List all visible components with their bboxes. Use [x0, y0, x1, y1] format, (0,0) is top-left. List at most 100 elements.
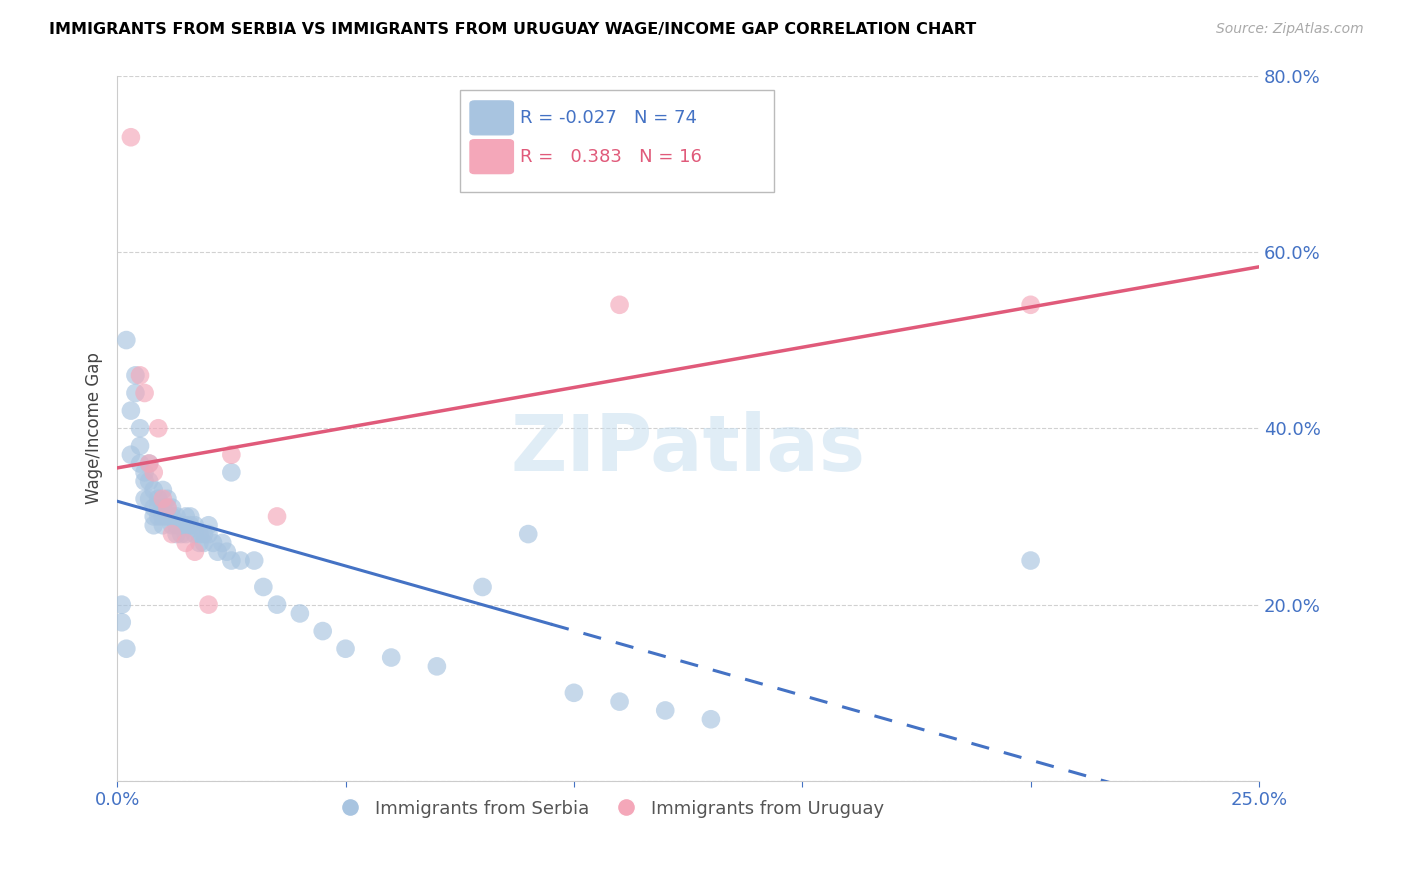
Point — [288, 607, 311, 621]
Point — [380, 650, 402, 665]
Point — [124, 368, 146, 383]
Point — [148, 491, 170, 506]
Point — [148, 509, 170, 524]
Point — [700, 712, 723, 726]
Point — [229, 553, 252, 567]
Point — [156, 509, 179, 524]
Point — [138, 457, 160, 471]
Text: R = -0.027   N = 74: R = -0.027 N = 74 — [520, 109, 697, 127]
Point — [152, 509, 174, 524]
Point — [184, 545, 207, 559]
Point — [160, 518, 183, 533]
Point — [142, 483, 165, 497]
Point — [517, 527, 540, 541]
Point — [188, 527, 211, 541]
Point — [211, 536, 233, 550]
Point — [152, 500, 174, 515]
Point — [138, 491, 160, 506]
Point — [179, 509, 201, 524]
Point — [152, 491, 174, 506]
Point — [335, 641, 357, 656]
Point — [124, 386, 146, 401]
Point — [1019, 553, 1042, 567]
Point — [129, 368, 152, 383]
Point — [215, 545, 238, 559]
Point — [138, 474, 160, 488]
Point — [156, 491, 179, 506]
Point — [609, 695, 631, 709]
Point — [174, 518, 197, 533]
Point — [174, 527, 197, 541]
Point — [115, 641, 138, 656]
Point — [134, 474, 156, 488]
Point — [160, 509, 183, 524]
Point — [129, 457, 152, 471]
Text: ZIPatlas: ZIPatlas — [510, 411, 866, 487]
Point — [197, 527, 219, 541]
Point — [1019, 298, 1042, 312]
FancyBboxPatch shape — [460, 89, 773, 192]
Point — [134, 491, 156, 506]
Point — [221, 553, 243, 567]
Point — [120, 403, 142, 417]
Point — [243, 553, 266, 567]
Point — [252, 580, 274, 594]
Point — [193, 536, 215, 550]
Point — [179, 518, 201, 533]
Point — [312, 624, 335, 638]
Text: R =   0.383   N = 16: R = 0.383 N = 16 — [520, 148, 702, 166]
Point — [221, 466, 243, 480]
Text: Source: ZipAtlas.com: Source: ZipAtlas.com — [1216, 22, 1364, 37]
Point — [156, 500, 179, 515]
Point — [134, 386, 156, 401]
Point — [111, 615, 134, 630]
Point — [197, 518, 219, 533]
Point — [138, 457, 160, 471]
Point — [129, 439, 152, 453]
Point — [129, 421, 152, 435]
Point — [160, 527, 183, 541]
Point — [562, 686, 585, 700]
Point — [120, 448, 142, 462]
Point — [221, 448, 243, 462]
Y-axis label: Wage/Income Gap: Wage/Income Gap — [86, 352, 103, 504]
Point — [166, 509, 188, 524]
Point — [202, 536, 225, 550]
Point — [193, 527, 215, 541]
Point — [609, 298, 631, 312]
Point — [188, 536, 211, 550]
Point — [207, 545, 229, 559]
Point — [148, 500, 170, 515]
Point — [142, 466, 165, 480]
Point — [115, 333, 138, 347]
Point — [166, 518, 188, 533]
Point — [266, 509, 288, 524]
Point — [152, 483, 174, 497]
Point — [142, 500, 165, 515]
Point — [111, 598, 134, 612]
Point — [160, 500, 183, 515]
Point — [174, 536, 197, 550]
Text: IMMIGRANTS FROM SERBIA VS IMMIGRANTS FROM URUGUAY WAGE/INCOME GAP CORRELATION CH: IMMIGRANTS FROM SERBIA VS IMMIGRANTS FRO… — [49, 22, 976, 37]
Point — [174, 509, 197, 524]
Point — [471, 580, 494, 594]
Point — [426, 659, 449, 673]
Point — [266, 598, 288, 612]
Point — [142, 518, 165, 533]
Point — [134, 466, 156, 480]
FancyBboxPatch shape — [470, 101, 513, 135]
Point — [170, 527, 193, 541]
Point — [654, 703, 676, 717]
Point — [148, 421, 170, 435]
Legend: Immigrants from Serbia, Immigrants from Uruguay: Immigrants from Serbia, Immigrants from … — [325, 792, 891, 825]
Point — [120, 130, 142, 145]
Point — [197, 598, 219, 612]
Point — [184, 527, 207, 541]
Point — [142, 509, 165, 524]
Point — [184, 518, 207, 533]
Point — [170, 518, 193, 533]
Point — [152, 518, 174, 533]
Point — [156, 500, 179, 515]
FancyBboxPatch shape — [470, 140, 513, 174]
Point — [166, 527, 188, 541]
